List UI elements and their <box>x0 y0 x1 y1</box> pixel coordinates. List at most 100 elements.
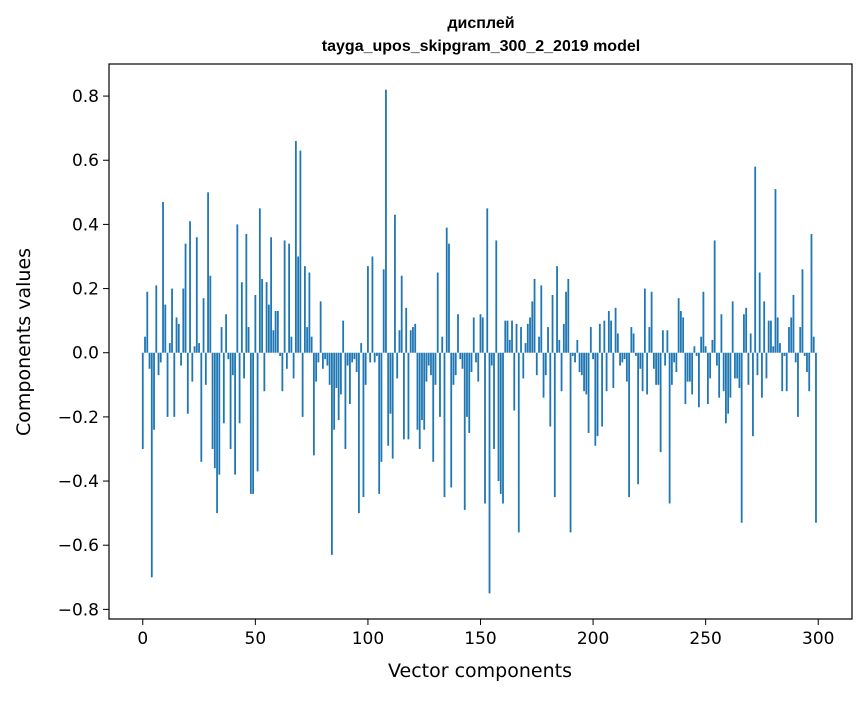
bar <box>497 352 500 482</box>
bar <box>619 352 621 366</box>
bar <box>722 352 725 392</box>
bar <box>592 352 594 360</box>
bar <box>504 320 507 353</box>
bar <box>544 352 547 376</box>
bar <box>520 327 522 353</box>
bar <box>538 336 540 353</box>
bar <box>551 294 554 353</box>
bar <box>220 327 223 353</box>
bar <box>797 352 799 417</box>
bar <box>445 227 448 353</box>
bar <box>155 285 158 353</box>
bar <box>488 352 491 594</box>
bar <box>373 352 376 363</box>
y-tick-label: −0.2 <box>58 408 99 428</box>
bar <box>542 352 545 398</box>
bar <box>808 352 811 392</box>
bar <box>412 327 414 353</box>
y-tick-label: 0.4 <box>72 215 99 235</box>
bar <box>716 352 718 366</box>
bar <box>285 352 288 369</box>
bar <box>650 291 653 353</box>
bar <box>756 352 759 376</box>
bar <box>481 317 484 353</box>
bar <box>452 352 455 385</box>
bar <box>448 243 450 353</box>
bar <box>396 352 399 379</box>
bar <box>290 336 293 353</box>
bar <box>511 320 513 353</box>
bar <box>725 352 727 424</box>
bar <box>745 307 748 353</box>
bars-group <box>141 89 817 594</box>
bar <box>234 352 236 475</box>
bar <box>792 294 795 353</box>
bar <box>330 352 333 555</box>
bar <box>461 352 464 369</box>
bar <box>337 352 340 421</box>
bar <box>463 352 466 510</box>
bar <box>743 314 745 353</box>
bar <box>774 189 777 353</box>
bar <box>443 352 446 498</box>
bar <box>344 352 347 449</box>
bar <box>747 352 750 385</box>
bar <box>526 323 529 353</box>
bar <box>150 352 153 578</box>
bar <box>704 346 707 353</box>
bar <box>571 352 574 356</box>
bar <box>398 330 401 353</box>
bar <box>360 343 363 353</box>
bar <box>414 323 417 353</box>
bar <box>222 352 225 424</box>
bar <box>666 330 669 353</box>
bar <box>806 352 808 372</box>
bar <box>484 352 486 504</box>
y-axis-label: Components values <box>13 248 35 436</box>
bar <box>249 352 252 494</box>
bar <box>328 352 331 385</box>
bar <box>495 240 498 353</box>
bar <box>301 352 304 417</box>
bar <box>470 352 473 372</box>
bar <box>493 352 495 449</box>
bar <box>211 352 214 449</box>
bar <box>204 352 207 385</box>
bar <box>673 352 676 363</box>
bar <box>657 352 660 385</box>
bar <box>655 352 658 385</box>
bar <box>547 327 549 353</box>
bar <box>159 352 162 363</box>
bar <box>596 352 599 437</box>
bar <box>434 352 437 385</box>
bar <box>247 327 250 353</box>
bar <box>157 352 160 376</box>
bar <box>333 352 336 430</box>
bar <box>594 352 597 446</box>
bar <box>175 317 178 353</box>
bar <box>625 352 628 382</box>
bar <box>279 352 282 356</box>
bar <box>407 352 410 440</box>
bar <box>265 282 268 353</box>
bar <box>231 352 234 376</box>
bar <box>423 352 426 430</box>
x-tick-label: 250 <box>689 629 721 649</box>
bar <box>695 352 698 356</box>
bar <box>321 352 324 369</box>
bar <box>558 339 561 353</box>
bar <box>240 282 243 353</box>
bar <box>466 352 468 417</box>
bar <box>276 311 279 353</box>
bar <box>274 311 277 353</box>
bar <box>297 256 300 353</box>
bar <box>693 346 696 353</box>
bar <box>515 323 518 353</box>
bar <box>707 352 709 405</box>
bar <box>770 320 772 353</box>
bar <box>229 352 232 449</box>
x-tick-label: 0 <box>137 629 148 649</box>
bar <box>416 352 419 430</box>
bar <box>202 298 205 353</box>
bar <box>263 352 266 392</box>
